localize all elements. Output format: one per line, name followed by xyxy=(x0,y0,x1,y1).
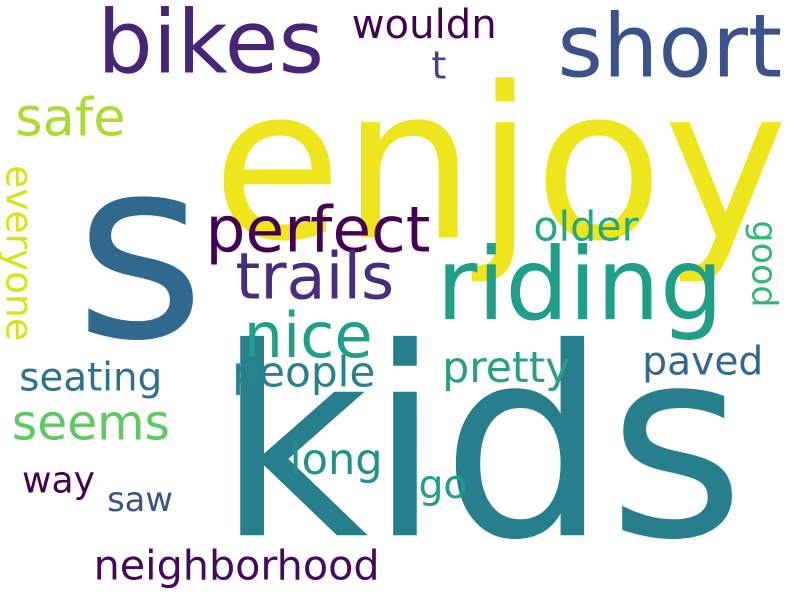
word-people: people xyxy=(231,348,376,398)
word-trails: trails xyxy=(235,239,395,314)
word-nice: nice xyxy=(244,299,373,372)
word-riding: riding xyxy=(436,226,724,343)
word-long: long xyxy=(290,434,383,485)
word-neighborhood: neighborhood xyxy=(94,541,380,590)
word-short: short xyxy=(557,0,783,98)
word-seating: seating xyxy=(19,355,162,400)
word-pretty: pretty xyxy=(442,343,571,393)
word-perfect: perfect xyxy=(205,193,430,267)
word-go: go xyxy=(418,461,467,508)
word-safe: safe xyxy=(14,87,126,149)
word-older: older xyxy=(533,202,640,251)
word-s: s xyxy=(74,104,206,396)
word-saw: saw xyxy=(107,480,174,519)
word-paved: paved xyxy=(642,338,763,385)
word-enjoy: enjoy xyxy=(212,43,788,288)
word-way: way xyxy=(22,460,95,502)
word-good: good xyxy=(743,219,785,308)
word-t: t xyxy=(431,44,446,88)
word-everyone: everyone xyxy=(0,165,41,341)
word-seems: seems xyxy=(12,395,170,452)
word-wouldn: wouldn xyxy=(352,1,497,48)
word-kids: kids xyxy=(216,291,746,598)
word-bikes: bikes xyxy=(97,0,325,94)
